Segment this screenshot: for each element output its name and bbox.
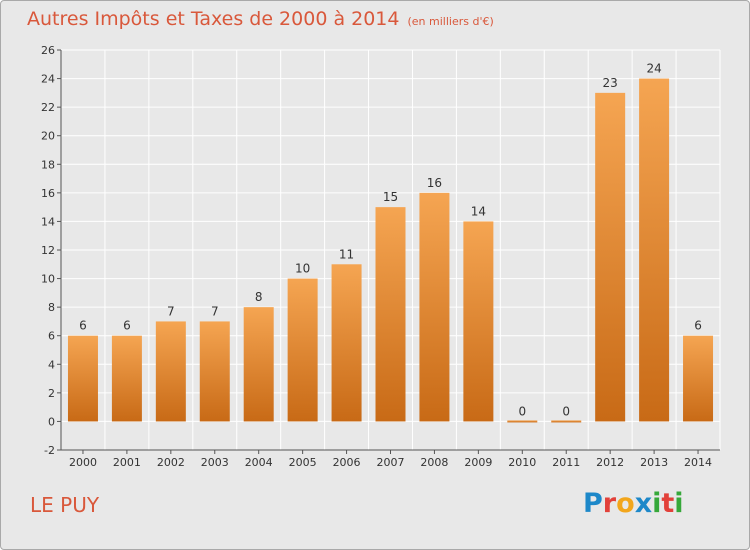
- logo-letter: t: [661, 488, 675, 519]
- y-tick-label: 6: [48, 330, 55, 343]
- y-tick-label: 18: [41, 158, 55, 171]
- bar: [111, 335, 142, 422]
- data-label: 0: [562, 404, 570, 418]
- x-tick-label: 2013: [640, 456, 668, 469]
- bars: [67, 78, 714, 423]
- bar: [331, 264, 362, 422]
- x-tick-label: 2004: [245, 456, 273, 469]
- data-label: 6: [694, 319, 702, 333]
- data-label: 16: [427, 176, 442, 190]
- bar: [67, 335, 98, 422]
- data-labels: 6 6 7 7 8 10 11 15 16 14 0 0 23 24 6: [79, 62, 702, 419]
- bar: [243, 307, 274, 422]
- x-tick-label: 2012: [596, 456, 624, 469]
- bar: [507, 420, 538, 423]
- x-tick-label: 2002: [157, 456, 185, 469]
- data-label: 7: [167, 304, 175, 318]
- bar: [419, 192, 450, 422]
- location-label: LE PUY: [30, 493, 100, 517]
- x-tick-label: 2008: [420, 456, 448, 469]
- y-tick-label: 8: [48, 301, 55, 314]
- y-tick-label: 14: [41, 215, 55, 228]
- logo-letter: o: [616, 488, 635, 519]
- logo-letter: x: [634, 488, 653, 519]
- chart-title: Autres Impôts et Taxes de 2000 à 2014 (en…: [27, 8, 494, 30]
- x-tick-label: 2010: [508, 456, 536, 469]
- x-tick-label: 2007: [377, 456, 405, 469]
- y-tick-label: 4: [48, 358, 55, 371]
- x-tick-label: 2011: [552, 456, 580, 469]
- bar: [199, 321, 230, 422]
- y-tick-label: 24: [41, 73, 55, 86]
- bar: [287, 278, 318, 422]
- data-label: 14: [471, 204, 486, 218]
- y-tick-label: 10: [41, 273, 55, 286]
- data-label: 15: [383, 190, 398, 204]
- x-tick-label: 2001: [113, 456, 141, 469]
- x-tick-label: 2014: [684, 456, 712, 469]
- y-tick-label: 16: [41, 187, 55, 200]
- proxiti-logo: Proxiti: [583, 488, 684, 519]
- bar: [463, 221, 494, 422]
- y-tick-label: 26: [41, 44, 55, 57]
- logo-letter: r: [602, 488, 617, 519]
- bar: [375, 207, 406, 422]
- y-tick-label: 2: [48, 387, 55, 400]
- logo-letter: P: [583, 488, 603, 519]
- chart-unit: (en milliers d'€): [407, 15, 494, 28]
- data-label: 23: [603, 76, 618, 90]
- bar: [551, 420, 582, 423]
- data-label: 11: [339, 247, 354, 261]
- logo-letter: i: [674, 488, 684, 519]
- x-tick-label: 2006: [333, 456, 361, 469]
- x-tick-label: 2009: [464, 456, 492, 469]
- y-tick-label: -2: [44, 444, 55, 457]
- bar: [683, 335, 714, 422]
- data-label: 24: [646, 62, 661, 76]
- x-tick-label: 2003: [201, 456, 229, 469]
- y-tick-label: 0: [48, 415, 55, 428]
- data-label: 6: [123, 319, 131, 333]
- bar: [595, 92, 626, 422]
- data-label: 10: [295, 262, 310, 276]
- bar: [155, 321, 186, 422]
- x-tick-label: 2005: [289, 456, 317, 469]
- logo-letter: i: [652, 488, 662, 519]
- data-label: 7: [211, 304, 219, 318]
- y-tick-label: 12: [41, 244, 55, 257]
- data-label: 6: [79, 319, 87, 333]
- chart-title-text: Autres Impôts et Taxes de 2000 à 2014: [27, 8, 400, 30]
- bar: [639, 78, 670, 422]
- data-label: 8: [255, 290, 263, 304]
- y-tick-label: 20: [41, 130, 55, 143]
- y-tick-label: 22: [41, 101, 55, 114]
- x-tick-label: 2000: [69, 456, 97, 469]
- data-label: 0: [518, 404, 526, 418]
